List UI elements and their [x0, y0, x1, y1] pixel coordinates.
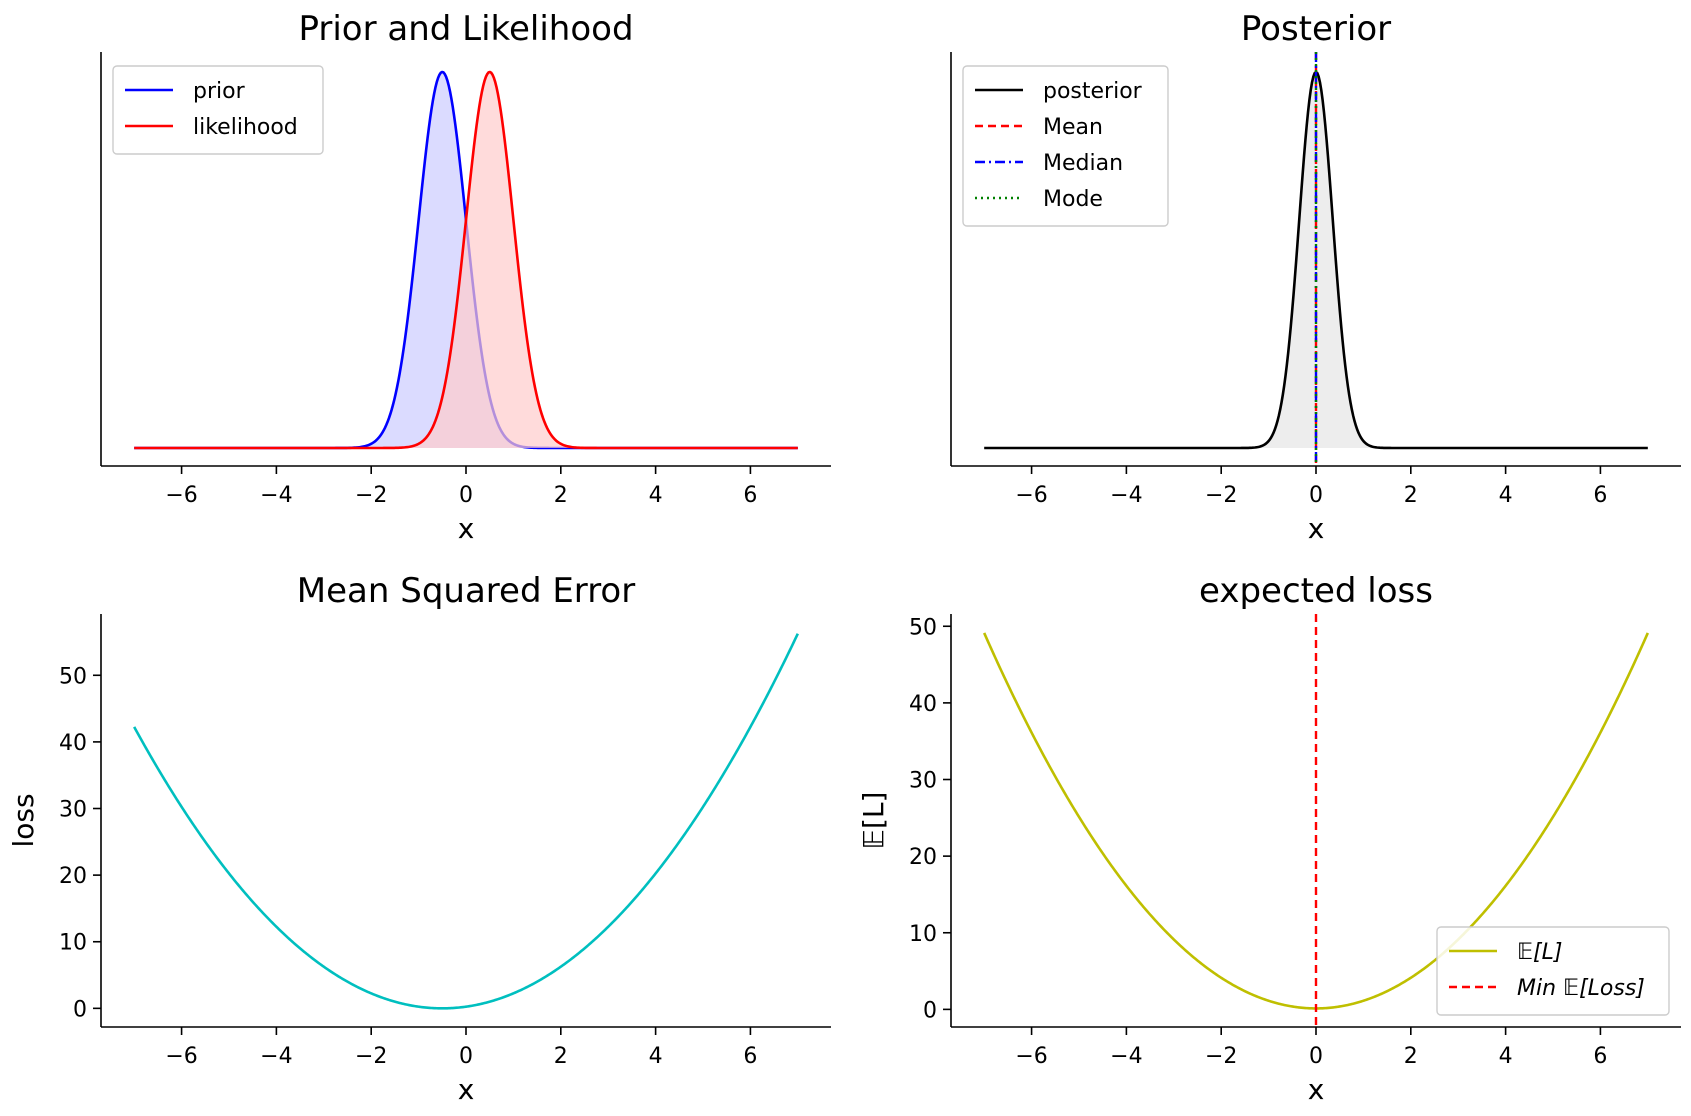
x-tick-label: 0 — [1309, 483, 1323, 508]
x-tick-label: −2 — [1205, 483, 1237, 508]
legend-entry: Min 𝔼[Loss] — [1517, 976, 1645, 1001]
x-tick-label: −4 — [1110, 1044, 1142, 1069]
x-tick-label: 4 — [1499, 1044, 1513, 1069]
x-tick-label: −6 — [165, 1044, 197, 1069]
x-tick-label: 6 — [1593, 1044, 1607, 1069]
legend-entry: Mode — [1043, 187, 1103, 212]
x-tick-label: 6 — [743, 483, 757, 508]
series-line-likelihood — [134, 70, 798, 450]
chart-title: Mean Squared Error — [297, 571, 635, 611]
x-tick-label: −6 — [1015, 483, 1047, 508]
x-tick-label: −2 — [355, 483, 387, 508]
x-tick-label: 2 — [554, 1044, 568, 1069]
x-axis-label: x — [1308, 512, 1325, 545]
x-tick-label: 2 — [1404, 483, 1418, 508]
y-tick-label: 50 — [909, 615, 937, 640]
y-tick-label: 0 — [923, 998, 937, 1023]
x-tick-label: −4 — [260, 1044, 292, 1069]
legend-entry: Median — [1043, 151, 1123, 176]
legend: prior likelihood — [112, 65, 324, 155]
legend-entry: posterior — [1043, 79, 1143, 104]
y-tick-label: 0 — [73, 997, 87, 1022]
x-tick-label: 2 — [1404, 1044, 1418, 1069]
x-tick-label: 6 — [1593, 483, 1607, 508]
chart-title: expected loss — [1199, 571, 1433, 611]
legend-entry: 𝔼[L] — [1517, 940, 1562, 965]
y-tick-label: 10 — [59, 931, 87, 956]
legend: 𝔼[L] Min 𝔼[Loss] — [1436, 926, 1670, 1016]
legend-entry: likelihood — [193, 115, 298, 140]
y-tick-label: 30 — [59, 798, 87, 823]
y-tick-label: 20 — [909, 845, 937, 870]
x-tick-label: 2 — [554, 483, 568, 508]
y-tick-label: 30 — [909, 769, 937, 794]
legend-entry: Mean — [1043, 115, 1103, 140]
x-tick-label: −4 — [1110, 483, 1142, 508]
x-tick-label: −2 — [1205, 1044, 1237, 1069]
legend: posterior Mean Median Mode — [962, 65, 1169, 227]
x-axis-label: x — [458, 1073, 475, 1106]
y-tick-label: 40 — [59, 731, 87, 756]
x-tick-label: 0 — [459, 483, 473, 508]
y-axis-label: 𝔼[L] — [857, 792, 890, 850]
y-axis-label: loss — [7, 793, 40, 847]
x-tick-label: 4 — [1499, 483, 1513, 508]
y-tick-label: 40 — [909, 692, 937, 717]
series-line-0 — [133, 633, 799, 1010]
chart-title: Prior and Likelihood — [298, 9, 633, 49]
y-tick-label: 20 — [59, 864, 87, 889]
legend-frame — [112, 65, 324, 155]
x-tick-label: 0 — [459, 1044, 473, 1069]
legend-entry: prior — [193, 79, 246, 104]
legend-frame — [962, 65, 1169, 227]
x-axis-label: x — [1308, 1073, 1325, 1106]
subplot-mse: −6 −4 −2 0 2 4 6 0 10 20 30 40 50 Mean Squared Error x… — [7, 571, 831, 1106]
x-axis-label: x — [458, 512, 475, 545]
subplot-prior-likelihood: −6 −4 −2 0 2 4 6 Prior and Likelihood x prior like… — [100, 9, 831, 545]
x-tick-label: 6 — [743, 1044, 757, 1069]
chart-title: Posterior — [1241, 9, 1391, 49]
series-fill-likelihood — [134, 72, 798, 448]
x-tick-label: 4 — [649, 483, 663, 508]
x-tick-label: 4 — [649, 1044, 663, 1069]
x-tick-label: −6 — [165, 483, 197, 508]
legend-frame — [1436, 926, 1670, 1016]
x-tick-label: −6 — [1015, 1044, 1047, 1069]
x-tick-label: −2 — [355, 1044, 387, 1069]
subplot-posterior: −6 −4 −2 0 2 4 6 Posterior x posterior Mean Median M… — [950, 9, 1681, 545]
x-tick-label: −4 — [260, 483, 292, 508]
x-tick-label: 0 — [1309, 1044, 1323, 1069]
y-tick-label: 10 — [909, 922, 937, 947]
y-tick-label: 50 — [59, 664, 87, 689]
